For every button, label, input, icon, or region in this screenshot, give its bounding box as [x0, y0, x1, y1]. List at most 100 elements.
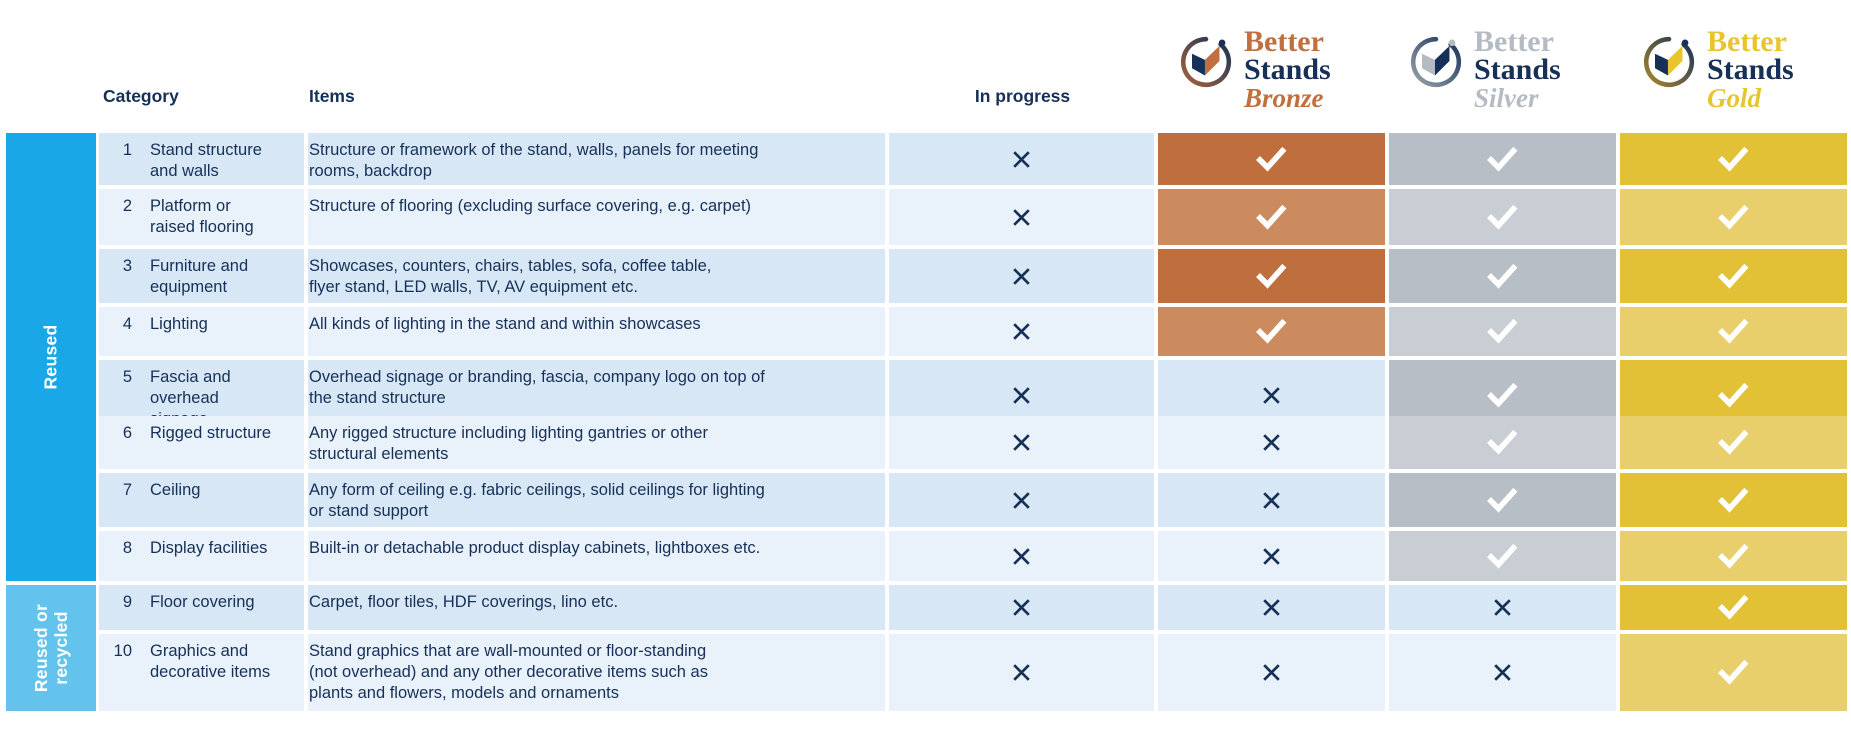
- category-name: Graphics and decorative items: [150, 642, 271, 681]
- category-number: 4: [122, 315, 132, 333]
- sidebar-group-reused: Reused: [6, 133, 96, 581]
- table-row-4: 4 Lighting All kinds of lighting in the st…: [99, 307, 1848, 356]
- check-icon: [1718, 595, 1749, 620]
- logo-word-stands: Stands: [1707, 53, 1794, 86]
- table-row-8: 8 Display facilities Built-in or detachabl…: [99, 531, 1848, 581]
- check-icon: [1487, 263, 1518, 289]
- table-row-6: 6 Rigged structure Any rigged structure in…: [99, 416, 1848, 469]
- mark-cell-in-progress-row-9: [889, 585, 1154, 630]
- mark-cell-in-progress-row-8: [889, 531, 1154, 581]
- category-name: Stand structure and walls: [150, 141, 262, 180]
- mark-cell-gold-row-3: [1620, 249, 1847, 303]
- logo-word-stands: Stands: [1244, 53, 1331, 86]
- check-icon: [1256, 263, 1287, 289]
- check-icon: [1487, 319, 1518, 344]
- mark-cell-gold-row-9: [1620, 585, 1847, 630]
- items-cell-2: Structure of flooring (excluding surface…: [308, 189, 885, 245]
- category-name: Furniture and equipment: [150, 257, 249, 296]
- items-cell-10: Stand graphics that are wall-mounted or …: [308, 634, 885, 711]
- category-cell-4: 4 Lighting: [99, 307, 304, 356]
- column-header-in-progress: In progress: [974, 86, 1071, 106]
- cross-icon: [1263, 664, 1280, 681]
- cross-icon: [1013, 150, 1030, 168]
- better-stands-silver-logo-icon: [1408, 33, 1464, 91]
- category-name: Display facilities: [150, 539, 268, 557]
- check-icon: [1718, 146, 1749, 172]
- check-icon: [1487, 382, 1518, 408]
- check-icon: [1718, 543, 1749, 569]
- category-number: 5: [122, 368, 132, 386]
- mark-cell-gold-row-7: [1620, 473, 1847, 527]
- mark-cell-silver-row-9: [1389, 585, 1616, 630]
- column-header-category: Category: [103, 86, 179, 106]
- check-icon: [1718, 204, 1749, 230]
- mark-cell-in-progress-row-1: [889, 133, 1154, 185]
- category-cell-8: 8 Display facilities: [99, 531, 304, 581]
- cross-icon: [1263, 434, 1280, 451]
- logo-word-better: Better: [1244, 25, 1324, 58]
- bronze-logo-text: Better Stands Bronze: [1244, 25, 1331, 113]
- cross-icon: [1263, 491, 1280, 509]
- silver-logo-text: Better Stands Silver: [1474, 27, 1561, 112]
- mark-cell-in-progress-row-6: [889, 416, 1154, 469]
- category-cell-7: 7 Ceiling: [99, 473, 304, 527]
- mark-cell-bronze-row-4: [1158, 307, 1385, 356]
- mark-cell-gold-row-2: [1620, 189, 1847, 245]
- category-cell-3: 3 Furniture and equipment: [99, 249, 304, 303]
- cross-icon: [1263, 547, 1280, 565]
- cross-icon: [1013, 491, 1030, 509]
- check-icon: [1256, 319, 1287, 344]
- mark-cell-bronze-row-10: [1158, 634, 1385, 711]
- better-stands-bronze-logo-icon: [1178, 33, 1234, 91]
- mark-cell-bronze-row-8: [1158, 531, 1385, 581]
- check-icon: [1718, 430, 1749, 455]
- category-name: Ceiling: [150, 481, 201, 499]
- mark-cell-in-progress-row-7: [889, 473, 1154, 527]
- cross-icon: [1013, 208, 1030, 226]
- cross-icon: [1263, 386, 1280, 404]
- category-cell-1: 1 Stand structure and walls: [99, 133, 304, 185]
- table-rows: 1 Stand structure and walls Structure or f…: [0, 133, 1851, 711]
- items-cell-1: Structure or framework of the stand, wal…: [308, 133, 885, 185]
- table-row-10: 10 Graphics and decorative items Stand gra…: [99, 634, 1848, 711]
- cross-icon: [1494, 664, 1511, 681]
- items-cell-8: Built-in or detachable product display c…: [308, 531, 885, 581]
- category-number: 9: [122, 593, 132, 611]
- check-icon: [1256, 204, 1287, 230]
- table-row-1: 1 Stand structure and walls Structure or f…: [99, 133, 1848, 185]
- mark-cell-silver-row-8: [1389, 531, 1616, 581]
- mark-cell-in-progress-row-10: [889, 634, 1154, 711]
- category-number: 8: [122, 539, 132, 557]
- items-cell-4: All kinds of lighting in the stand and w…: [308, 307, 885, 356]
- check-icon: [1718, 660, 1749, 685]
- items-cell-9: Carpet, floor tiles, HDF coverings, lino…: [308, 585, 885, 630]
- mark-cell-silver-row-1: [1389, 133, 1616, 185]
- category-number: 3: [122, 257, 132, 275]
- mark-cell-bronze-row-6: [1158, 416, 1385, 469]
- mark-cell-silver-row-10: [1389, 634, 1616, 711]
- category-name: Fascia and overhead signage: [150, 368, 231, 428]
- mark-cell-silver-row-7: [1389, 473, 1616, 527]
- check-icon: [1487, 487, 1518, 513]
- logo-level-gold: Gold: [1707, 83, 1761, 113]
- logo-level-bronze: Bronze: [1244, 83, 1324, 113]
- mark-cell-bronze-row-9: [1158, 585, 1385, 630]
- check-icon: [1487, 543, 1518, 569]
- mark-cell-silver-row-3: [1389, 249, 1616, 303]
- column-header-items: Items: [309, 86, 355, 106]
- mark-cell-silver-row-4: [1389, 307, 1616, 356]
- mark-cell-bronze-row-2: [1158, 189, 1385, 245]
- cross-icon: [1494, 599, 1511, 616]
- category-number: 10: [113, 642, 132, 660]
- category-number: 7: [122, 481, 132, 499]
- table-row-2: 2 Platform or raised flooring Structure of…: [99, 189, 1848, 245]
- category-cell-2: 2 Platform or raised flooring: [99, 189, 304, 245]
- mark-cell-bronze-row-7: [1158, 473, 1385, 527]
- logo-word-better: Better: [1707, 25, 1787, 58]
- gold-logo-text: Better Stands Gold: [1707, 25, 1794, 113]
- check-icon: [1718, 319, 1749, 344]
- better-stands-bronze-logo: Better Stands Bronze: [1178, 25, 1331, 113]
- cross-icon: [1013, 267, 1030, 285]
- mark-cell-silver-row-2: [1389, 189, 1616, 245]
